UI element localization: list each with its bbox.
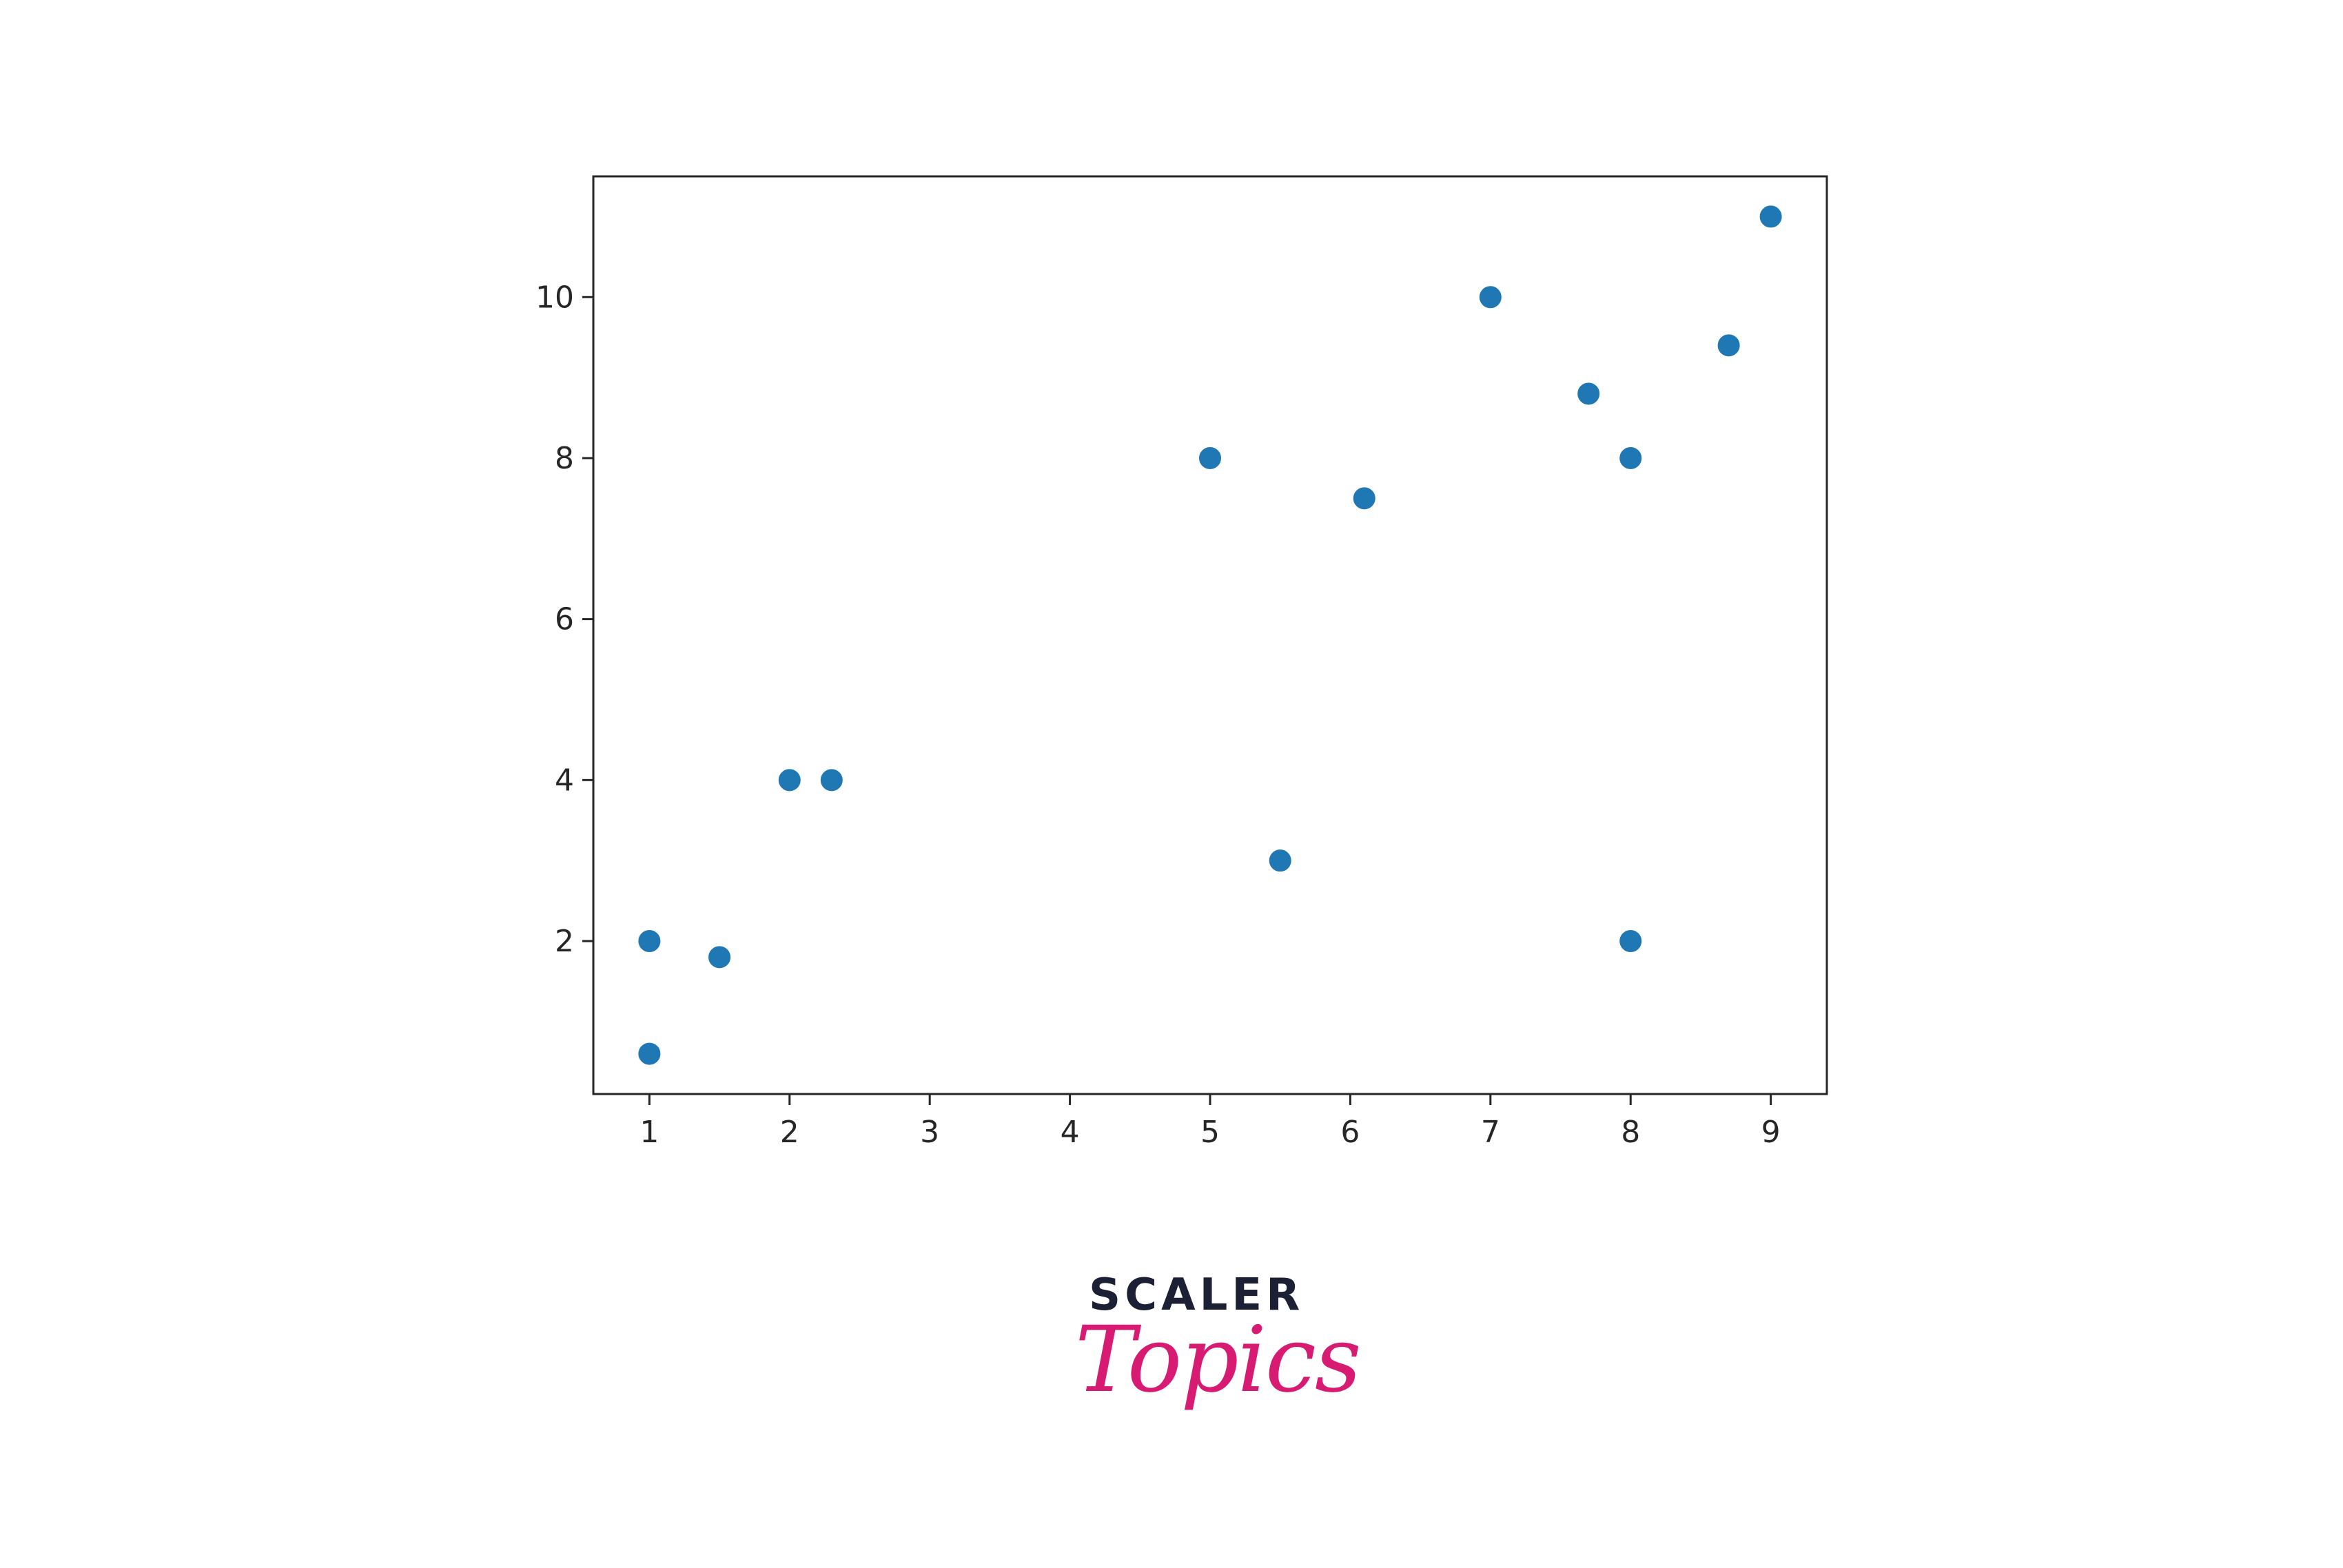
data-point-9 (1576, 381, 1602, 406)
brand-script: Topics (1075, 1307, 1362, 1413)
data-point-2 (707, 945, 733, 970)
data-point-5 (1198, 445, 1222, 471)
y-tick-label-1: 4 (555, 763, 574, 798)
y-tick-label-3: 8 (555, 441, 574, 476)
data-point-8 (1477, 285, 1503, 310)
x-tick-label-3: 4 (1061, 1115, 1080, 1150)
plot-frame (592, 175, 1828, 1095)
data-point-13 (1758, 204, 1783, 229)
axis-ticks: 1 2 3 4 5 6 7 8 9 2 4 6 8 10 (535, 280, 1781, 1150)
data-point-10 (1618, 445, 1644, 471)
data-point-11 (1618, 929, 1644, 953)
data-point-4 (819, 767, 844, 793)
data-points (637, 204, 1783, 1066)
x-tick-label-1: 2 (780, 1115, 799, 1150)
y-tick-label-0: 2 (555, 924, 574, 959)
plot-background (593, 176, 1827, 1094)
data-point-12 (1716, 333, 1741, 358)
x-tick-label-6: 7 (1481, 1115, 1500, 1150)
data-point-1 (637, 1041, 662, 1066)
scaler-topics-logo: SCALER Topics (1075, 1273, 1362, 1452)
x-tick-label-0: 1 (640, 1115, 659, 1150)
x-tick-label-7: 8 (1621, 1115, 1640, 1150)
brand-wordmark: SCALER (1089, 1270, 1304, 1321)
x-tick-label-4: 5 (1200, 1115, 1220, 1150)
data-point-7 (1351, 486, 1377, 511)
y-tick-label-4: 10 (535, 280, 574, 315)
x-tick-label-2: 3 (920, 1115, 939, 1150)
y-tick-label-2: 6 (555, 602, 574, 637)
data-point-3 (777, 767, 802, 793)
data-point-0 (637, 929, 662, 953)
data-point-6 (1267, 848, 1293, 874)
x-tick-label-8: 9 (1761, 1115, 1781, 1150)
x-tick-label-5: 6 (1340, 1115, 1360, 1150)
